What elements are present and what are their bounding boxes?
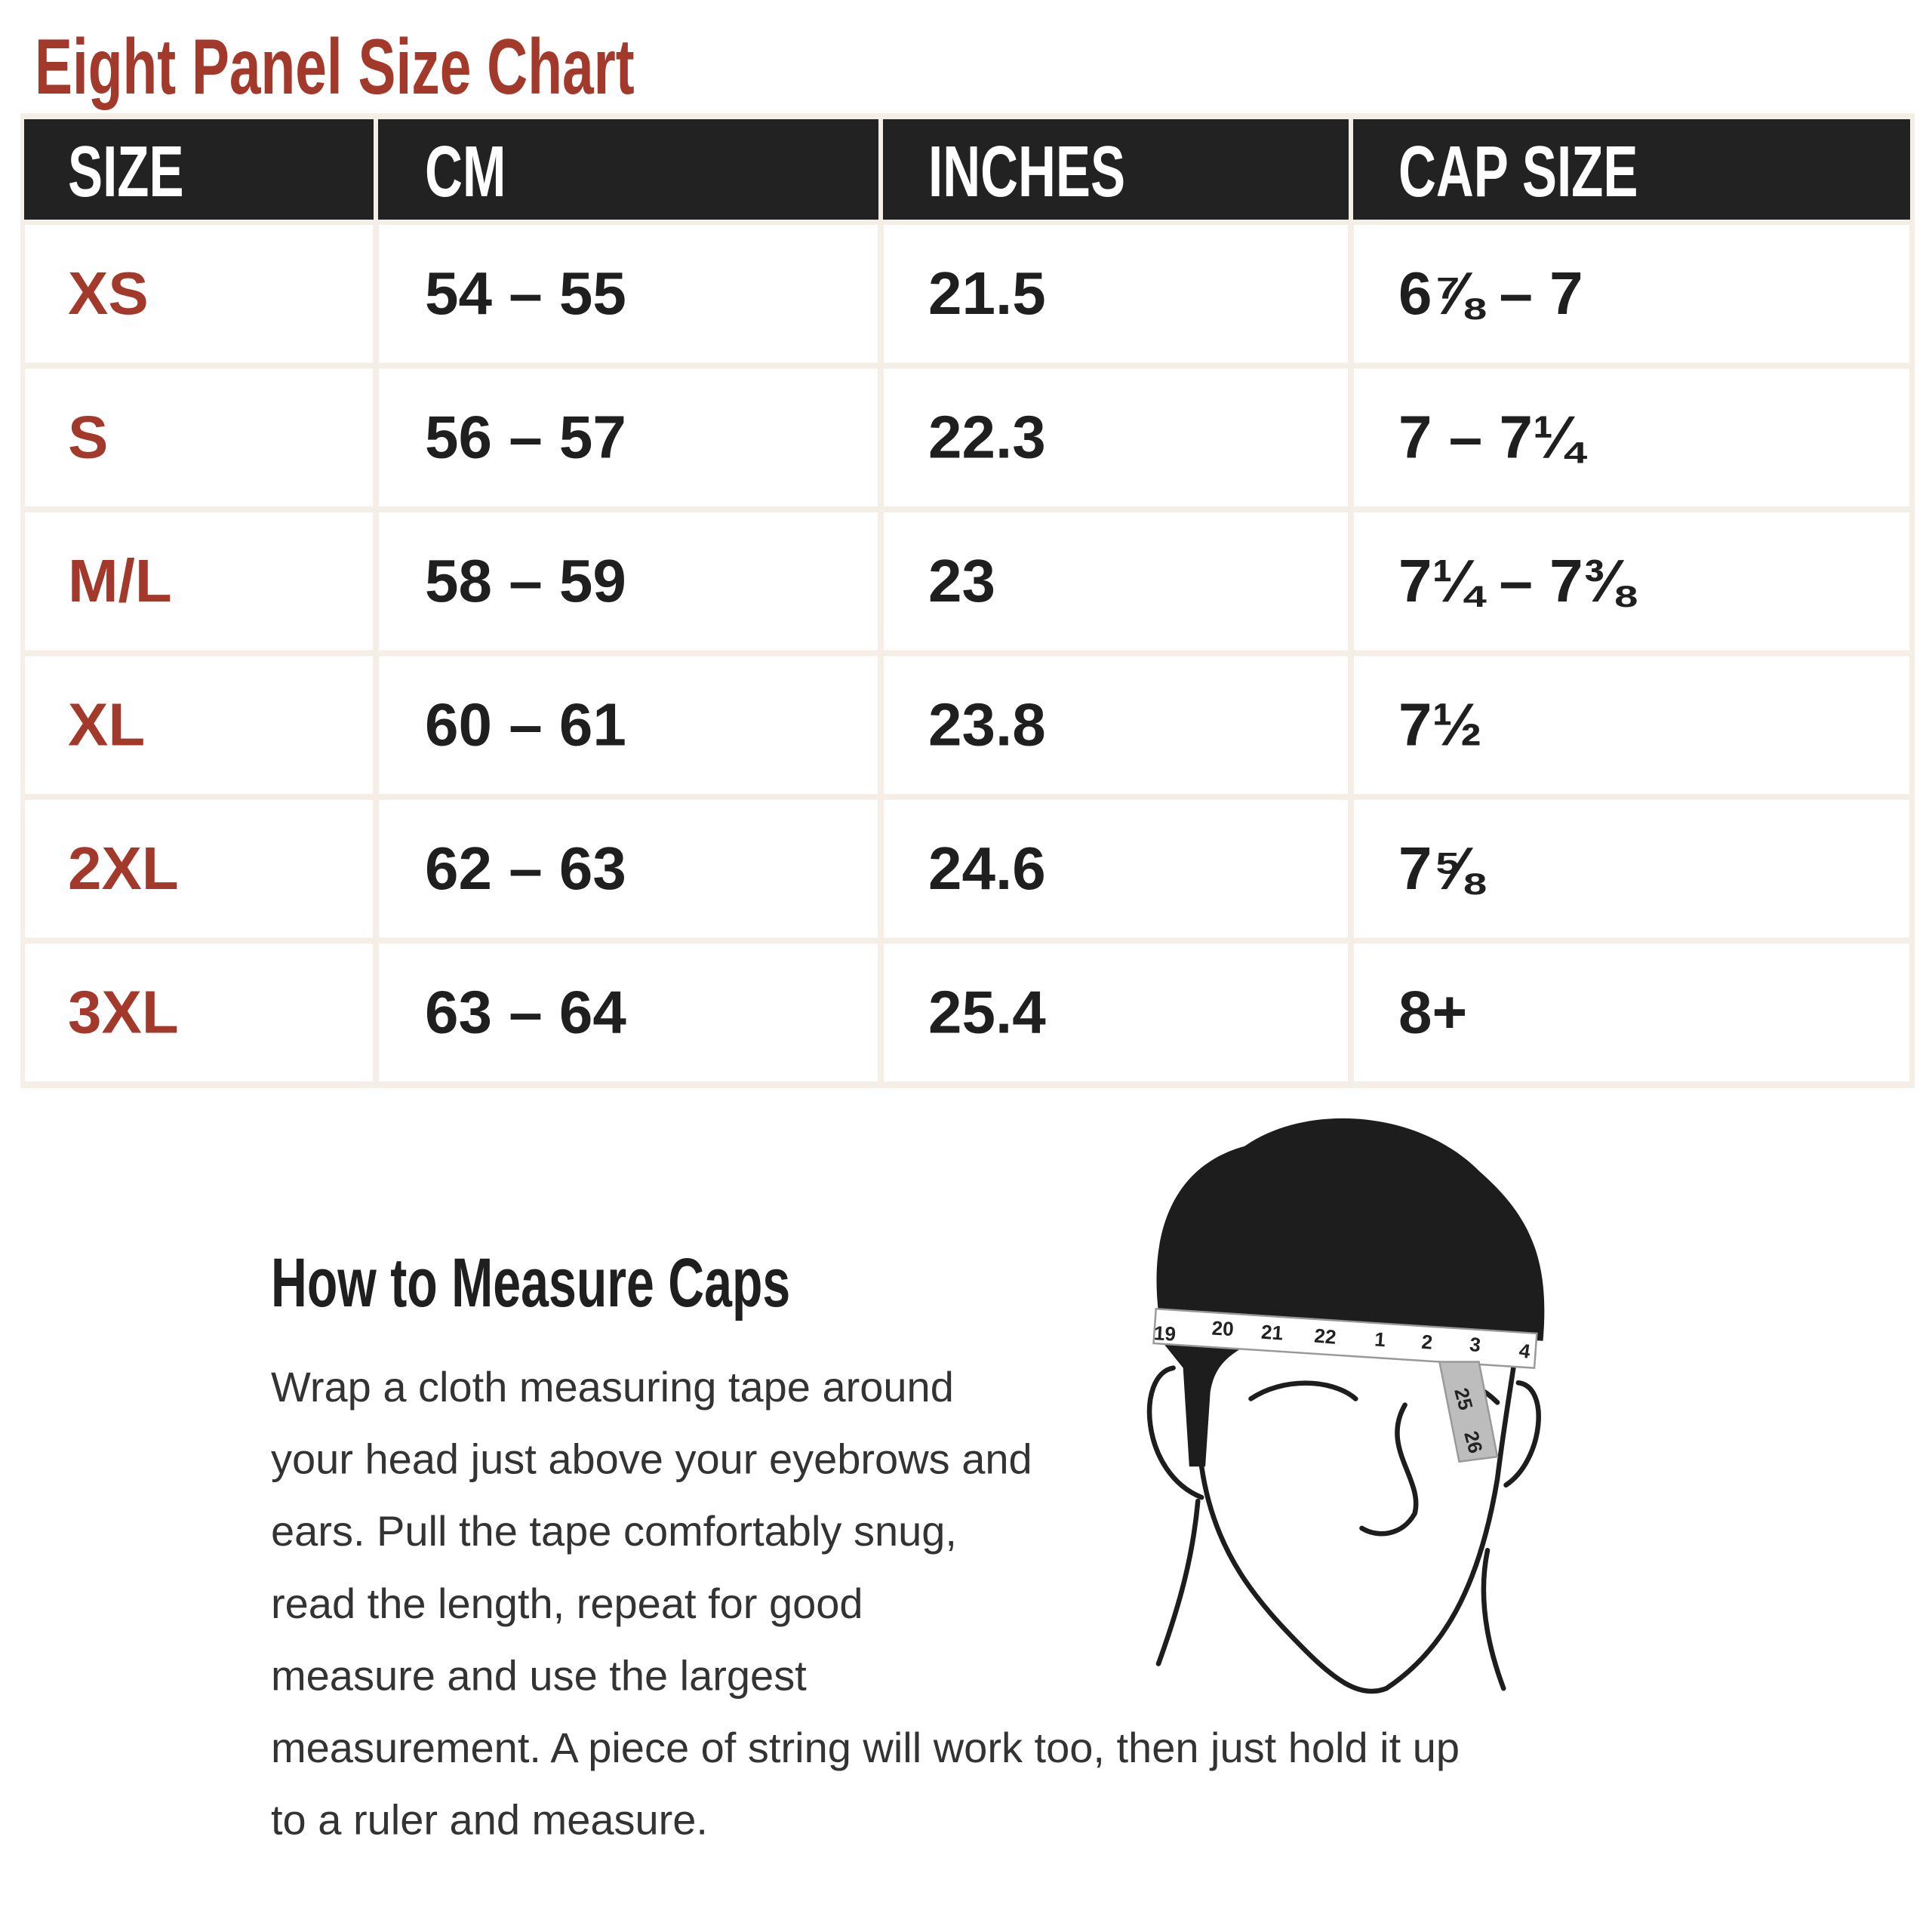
table-cell [379,800,878,938]
table-cell [1354,943,1909,1081]
table-cell [25,943,373,1081]
cell-value: 60 – 61 [425,691,626,758]
cell-value: 7¼ – 7⅜ [1398,547,1638,614]
neck-right [1481,1548,1506,1691]
tape-number: 19 [1153,1321,1177,1345]
header-cell [1353,119,1910,220]
section-title: How to Measure Caps [271,1243,790,1321]
cell-value: 8+ [1398,979,1467,1046]
cell-value: 25.4 [928,979,1046,1046]
table-cell [884,800,1348,938]
table-cell [884,656,1348,794]
tape-number: 1 [1374,1327,1386,1351]
header-cell [883,119,1349,220]
table-cell [884,512,1348,651]
table-cell [1354,225,1909,363]
tape-number: 2 [1420,1331,1433,1354]
page-title: Eight Panel Size Chart [35,23,635,111]
cell-value: 7½ [1398,691,1482,758]
neck-left [1155,1498,1201,1666]
cell-value: 7⅝ [1398,835,1486,902]
table-cell [379,943,878,1081]
column-header: SIZE [68,131,184,212]
paragraph-line: read the length, repeat for good [271,1580,863,1627]
ear-left [1146,1365,1204,1500]
tape-number: 21 [1260,1320,1284,1344]
table-cell [25,512,373,651]
paragraph-line: your head just above your eyebrows and [271,1435,1032,1483]
header-cell [24,119,374,220]
cell-value: 7 – 7¼ [1398,404,1588,471]
size-label: 3XL [68,979,179,1046]
ear-right [1503,1380,1541,1488]
tape-number: 20 [1211,1317,1235,1340]
size-label: S [68,404,108,471]
paragraph-line: measurement. A piece of string will work… [271,1724,1460,1771]
table-cell [1354,800,1909,938]
cell-value: 21.5 [928,260,1046,327]
size-label: XS [68,260,149,327]
tape-number: 3 [1469,1333,1482,1356]
paragraph-line: Wrap a cloth measuring tape around [271,1363,954,1411]
cell-value: 63 – 64 [425,979,626,1046]
table-cell [884,943,1348,1081]
paragraph-line: to a ruler and measure. [271,1796,708,1844]
table-cell [25,656,373,794]
tape-number: 22 [1313,1324,1337,1348]
table-cell [379,512,878,651]
eyebrow-left [1248,1380,1358,1401]
paragraph-line: ears. Pull the tape comfortably snug, [271,1507,957,1555]
cell-value: 6⅞ – 7 [1398,260,1583,327]
cell-value: 23.8 [928,691,1046,758]
nose [1359,1402,1419,1537]
table-cell [1354,512,1909,651]
tape [1152,1307,1538,1369]
hair [1156,1118,1545,1341]
table-cell [1354,656,1909,794]
cell-value: 23 [928,547,995,614]
column-header: CM [425,131,506,212]
column-header: CAP SIZE [1398,131,1638,212]
table-cell [1354,368,1909,506]
size-label: M/L [68,547,172,614]
table-cell [379,368,878,506]
cell-value: 56 – 57 [425,404,626,471]
table-cell [379,225,878,363]
size-label: 2XL [68,835,179,902]
table-cell [25,368,373,506]
tape-number: 4 [1518,1339,1532,1363]
column-header: INCHES [928,131,1125,212]
cell-value: 54 – 55 [425,260,626,327]
header-cell [378,119,878,220]
face-outline [1198,1365,1516,1694]
sideburn-left [1158,1337,1251,1467]
paragraph-line: measure and use the largest [271,1651,807,1699]
table-cell [884,225,1348,363]
cell-value: 62 – 63 [425,835,626,902]
size-label: XL [68,691,145,758]
cell-value: 58 – 59 [425,547,626,614]
table-cell [25,800,373,938]
cell-value: 22.3 [928,404,1046,471]
table-cell [884,368,1348,506]
table-cell [25,225,373,363]
cell-value: 24.6 [928,835,1046,902]
tape-end [1438,1361,1499,1463]
table-cell [379,656,878,794]
